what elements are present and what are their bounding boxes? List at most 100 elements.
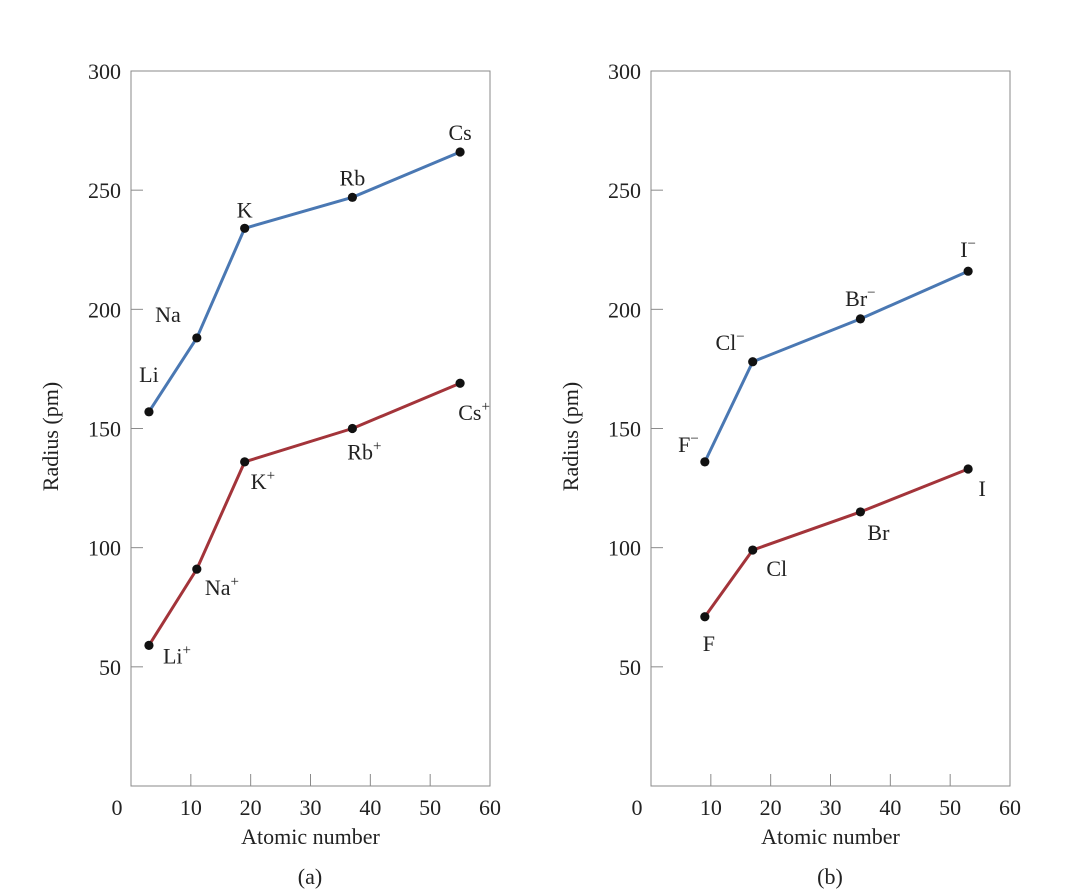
point-label-symbol: Cl (715, 330, 736, 355)
data-point (455, 147, 465, 157)
x-tick-label: 0 (632, 795, 643, 820)
data-point (455, 378, 465, 388)
point-label-symbol: Cl (766, 556, 787, 581)
point-label-symbol: Li (139, 362, 159, 387)
y-tick-label: 150 (88, 417, 121, 442)
point-label-symbol: Na (205, 575, 231, 600)
x-tick-label: 50 (419, 795, 441, 820)
data-point (855, 507, 866, 517)
data-point (192, 564, 202, 574)
x-tick-label: 0 (112, 795, 123, 820)
point-label: Br (867, 520, 890, 545)
x-tick-label: 30 (820, 795, 842, 820)
point-label-symbol: Rb (340, 165, 366, 190)
point-label-symbol: Rb (347, 440, 373, 465)
point-label-symbol: Br (867, 520, 890, 545)
data-point (700, 457, 710, 467)
data-point (700, 612, 710, 622)
series-line (147, 381, 461, 647)
data-point (963, 266, 973, 276)
point-label: K+ (251, 468, 275, 494)
point-label-charge: − (736, 329, 744, 345)
point-label: F (703, 631, 715, 656)
data-point (855, 314, 866, 324)
y-tick-label: 100 (608, 536, 641, 561)
point-label-charge: + (267, 468, 275, 484)
x-tick-label: 20 (760, 795, 782, 820)
point-label-symbol: F (703, 631, 715, 656)
point-label-charge: − (867, 285, 875, 301)
data-point (240, 457, 250, 467)
point-label-symbol: K (251, 469, 267, 494)
x-tick-label: 60 (999, 795, 1021, 820)
point-label: Rb+ (347, 439, 381, 465)
point-label-symbol: K (237, 197, 253, 222)
point-label-charge: + (183, 642, 191, 658)
y-axis-title: Radius (pm) (38, 382, 63, 491)
y-tick-label: 50 (99, 655, 121, 680)
y-tick-label: 50 (619, 655, 641, 680)
x-tick-label: 10 (180, 795, 202, 820)
x-tick-label: 10 (700, 795, 722, 820)
point-label-symbol: F (678, 432, 690, 457)
x-axis-title: Atomic number (241, 824, 380, 849)
y-tick-label: 300 (608, 59, 641, 84)
point-label: Li (139, 362, 159, 387)
point-label-charge: + (230, 574, 238, 590)
x-tick-label: 40 (359, 795, 381, 820)
y-tick-label: 200 (608, 297, 641, 322)
point-label-symbol: I (978, 476, 985, 501)
point-label: Cl− (715, 329, 744, 355)
series-line (703, 467, 969, 618)
y-tick-label: 300 (88, 59, 121, 84)
point-label-charge: + (481, 399, 489, 415)
data-point (748, 545, 758, 555)
point-label: I (978, 476, 985, 501)
point-label-symbol: Cs (458, 400, 481, 425)
point-label: K (237, 197, 253, 222)
point-label-charge: − (690, 431, 698, 447)
x-tick-label: 20 (240, 795, 262, 820)
point-label: Cs+ (458, 399, 490, 425)
point-label: F− (678, 431, 699, 457)
y-tick-label: 100 (88, 536, 121, 561)
panel-caption: (b) (817, 864, 843, 889)
data-point (963, 464, 973, 474)
x-axis-title: Atomic number (761, 824, 900, 849)
data-point (144, 640, 154, 650)
data-point (144, 407, 154, 417)
point-label: Na (155, 302, 181, 327)
y-axis-title: Radius (pm) (558, 382, 583, 491)
x-tick-label: 60 (479, 795, 501, 820)
data-point (240, 223, 250, 233)
point-label-symbol: Li (163, 643, 183, 668)
x-tick-label: 50 (939, 795, 961, 820)
y-tick-label: 150 (608, 417, 641, 442)
plot-frame (650, 70, 1011, 787)
series-line (703, 269, 969, 463)
y-tick-label: 250 (88, 178, 121, 203)
point-label: Li+ (163, 642, 191, 668)
point-label: Cs (448, 120, 471, 145)
x-tick-label: 40 (879, 795, 901, 820)
point-label-charge: − (968, 236, 976, 252)
data-point (748, 357, 758, 367)
point-label: Cl (766, 556, 787, 581)
data-point (347, 423, 357, 434)
point-label: I− (960, 236, 976, 262)
data-point (192, 333, 202, 343)
point-label: Rb (340, 165, 366, 190)
plot-frame (130, 70, 491, 787)
series-line (147, 150, 461, 413)
y-tick-label: 200 (88, 297, 121, 322)
point-label-symbol: I (960, 237, 967, 262)
point-label-symbol: Br (845, 286, 868, 311)
data-point (347, 192, 357, 202)
point-label: Na+ (205, 574, 239, 600)
point-label: Br− (845, 285, 875, 311)
panel-a: 50 100 150 200 250 300 0 10 20 30 40 50 60 Atomic num… (38, 59, 501, 889)
point-label-symbol: Na (155, 302, 181, 327)
panel-caption: (a) (298, 864, 322, 889)
y-tick-label: 250 (608, 178, 641, 203)
